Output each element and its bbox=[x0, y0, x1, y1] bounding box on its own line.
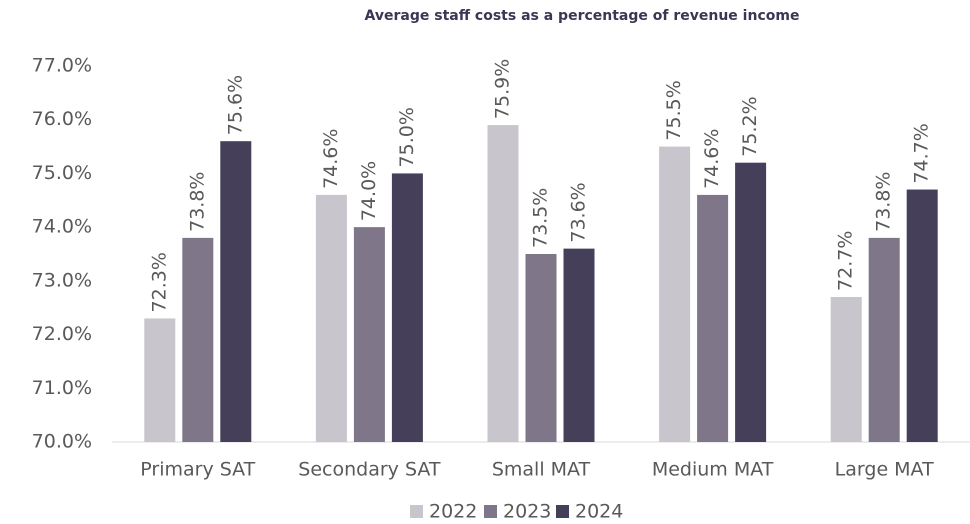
data-label: 75.9% bbox=[492, 59, 514, 119]
bar bbox=[735, 162, 767, 442]
bar bbox=[391, 173, 423, 442]
bar bbox=[220, 141, 252, 442]
y-tick-label: 73.0% bbox=[32, 269, 92, 291]
data-label: 75.0% bbox=[396, 107, 418, 167]
data-label: 73.5% bbox=[530, 188, 552, 248]
data-label: 74.6% bbox=[701, 129, 723, 189]
data-label: 75.2% bbox=[739, 96, 761, 156]
legend-swatch bbox=[410, 505, 423, 518]
data-label: 75.6% bbox=[224, 75, 246, 135]
legend-label: 2024 bbox=[575, 501, 623, 523]
x-tick-label: Primary SAT bbox=[140, 459, 255, 481]
x-tick-label: Secondary SAT bbox=[298, 459, 441, 481]
legend-swatch bbox=[556, 505, 569, 518]
legend-label: 2023 bbox=[503, 501, 551, 523]
data-label: 74.0% bbox=[358, 161, 380, 221]
chart-title: Average staff costs as a percentage of r… bbox=[365, 8, 800, 24]
bar bbox=[830, 296, 862, 442]
y-tick-label: 74.0% bbox=[32, 216, 92, 238]
bar bbox=[868, 237, 900, 442]
legend-label: 2022 bbox=[429, 501, 477, 523]
bar bbox=[353, 227, 385, 442]
bar bbox=[659, 146, 691, 443]
y-tick-label: 77.0% bbox=[32, 55, 92, 77]
bar bbox=[697, 194, 729, 442]
bar bbox=[182, 237, 214, 442]
data-label: 72.7% bbox=[835, 231, 857, 291]
bar bbox=[906, 189, 938, 442]
bar bbox=[525, 254, 557, 442]
y-tick-label: 76.0% bbox=[32, 108, 92, 130]
data-label: 74.6% bbox=[320, 129, 342, 189]
data-label: 75.5% bbox=[663, 80, 685, 140]
y-tick-label: 70.0% bbox=[32, 431, 92, 453]
bar bbox=[144, 318, 176, 442]
data-label: 73.6% bbox=[568, 182, 590, 242]
data-label: 72.3% bbox=[148, 252, 170, 312]
y-tick-label: 75.0% bbox=[32, 162, 92, 184]
x-tick-label: Large MAT bbox=[835, 459, 934, 481]
data-label: 73.8% bbox=[873, 172, 895, 232]
bar bbox=[315, 194, 347, 442]
data-label: 73.8% bbox=[186, 172, 208, 232]
y-tick-label: 71.0% bbox=[32, 377, 92, 399]
x-tick-label: Small MAT bbox=[492, 459, 591, 481]
bar bbox=[563, 248, 595, 442]
legend-swatch bbox=[484, 505, 497, 518]
data-label: 74.7% bbox=[911, 123, 933, 183]
bar bbox=[487, 125, 519, 442]
y-tick-label: 72.0% bbox=[32, 323, 92, 345]
x-tick-label: Medium MAT bbox=[652, 459, 774, 481]
